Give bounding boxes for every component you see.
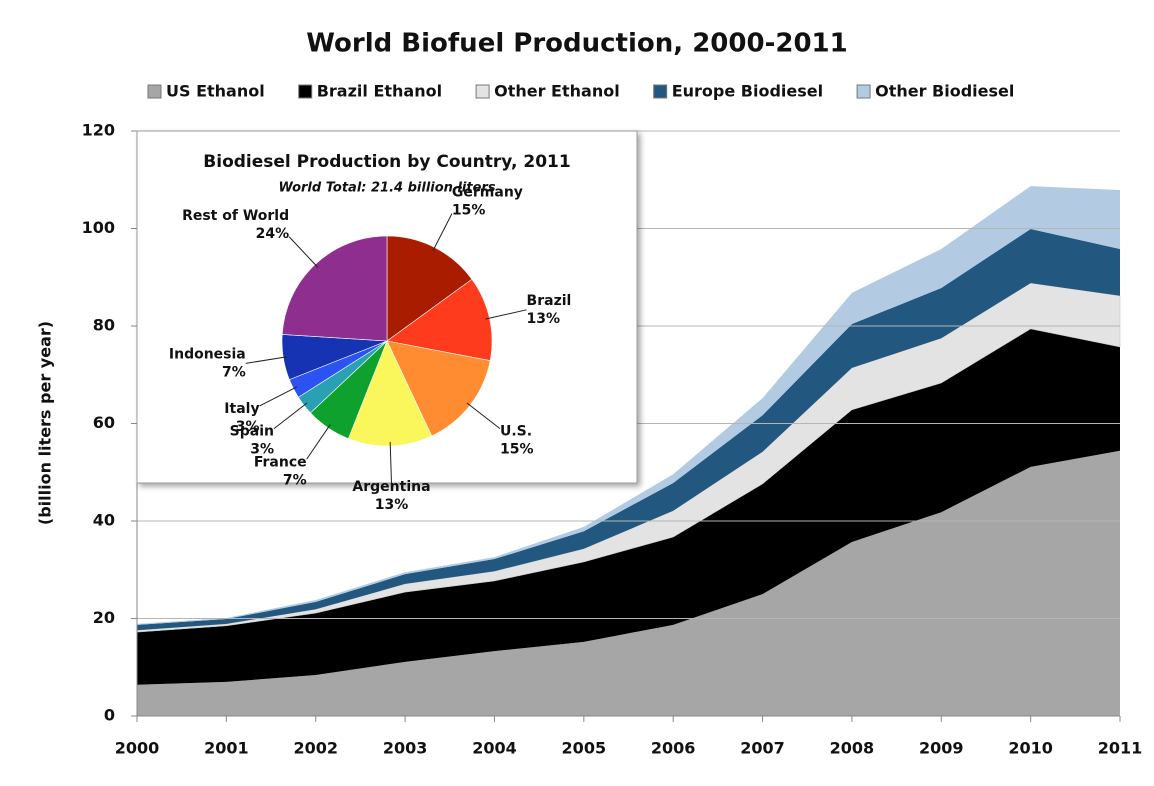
pie-label: France [254,454,307,470]
pie-value-label: 13% [375,497,409,513]
pie-title: Biodiesel Production by Country, 2011 [203,152,570,172]
y-tick-label: 100 [82,218,115,237]
legend-label: Other Ethanol [494,82,620,101]
leader-line [389,441,392,484]
x-tick-label: 2005 [562,739,607,758]
x-tick-label: 2003 [383,739,428,758]
pie-label: Italy [224,401,259,417]
pie-value-label: 24% [256,226,290,242]
pie-value-label: 3% [250,442,274,458]
pie-subtitle: World Total: 21.4 billion liters [278,181,495,196]
pie-value-label: 3% [236,419,260,435]
area [137,228,1120,631]
pie-value-label: 15% [500,442,534,458]
x-tick-label: 2007 [740,739,785,758]
legend-swatch [653,84,668,99]
legend-swatch [475,84,490,99]
pie-value-label: 7% [222,364,246,380]
leader-line [466,402,501,430]
pie-label: Rest of World [182,208,289,224]
x-tick-label: 2000 [115,739,160,758]
leader-line [432,213,453,252]
y-tick-label: 120 [82,121,115,140]
legend-label: Brazil Ethanol [317,82,442,101]
legend-swatch [147,84,162,99]
leader-line [259,386,298,407]
pie-value-label: 7% [283,472,307,488]
y-tick-label: 40 [93,511,115,530]
pie-label: Germany [452,185,523,201]
legend-label: Europe Biodiesel [672,82,823,101]
x-tick-label: 2004 [472,739,517,758]
legend-swatch [298,84,313,99]
pie-label: Argentina [352,479,430,495]
pie-label: U.S. [500,424,532,440]
x-tick-label: 2011 [1098,739,1143,758]
area [137,450,1120,716]
y-tick-label: 0 [104,706,115,725]
legend-swatch [856,84,871,99]
x-tick-label: 2008 [830,739,875,758]
pie-label: Indonesia [169,346,246,362]
x-tick-label: 2009 [919,739,964,758]
x-tick-label: 2010 [1008,739,1053,758]
y-tick-label: 60 [93,413,115,432]
x-tick-label: 2006 [651,739,696,758]
pie-label: Brazil [527,293,572,309]
area [137,328,1120,685]
x-tick-label: 2002 [293,739,338,758]
leader-line [273,402,308,430]
area [136,282,1121,633]
y-axis-label: (billion liters per year) [36,321,55,525]
leader-line [306,424,331,460]
legend-label: US Ethanol [166,82,265,101]
pie-label: Spain [230,424,274,440]
leader-line [485,309,527,320]
y-tick-label: 80 [93,316,115,335]
x-tick-label: 2001 [204,739,249,758]
chart-title: World Biofuel Production, 2000-2011 [306,29,847,59]
pie-value-label: 13% [527,311,561,327]
y-tick-label: 20 [93,608,115,627]
legend-label: Other Biodiesel [875,82,1014,101]
leader-line [245,356,288,364]
area [137,186,1120,625]
leader-line [288,236,319,268]
pie-value-label: 15% [452,203,486,219]
